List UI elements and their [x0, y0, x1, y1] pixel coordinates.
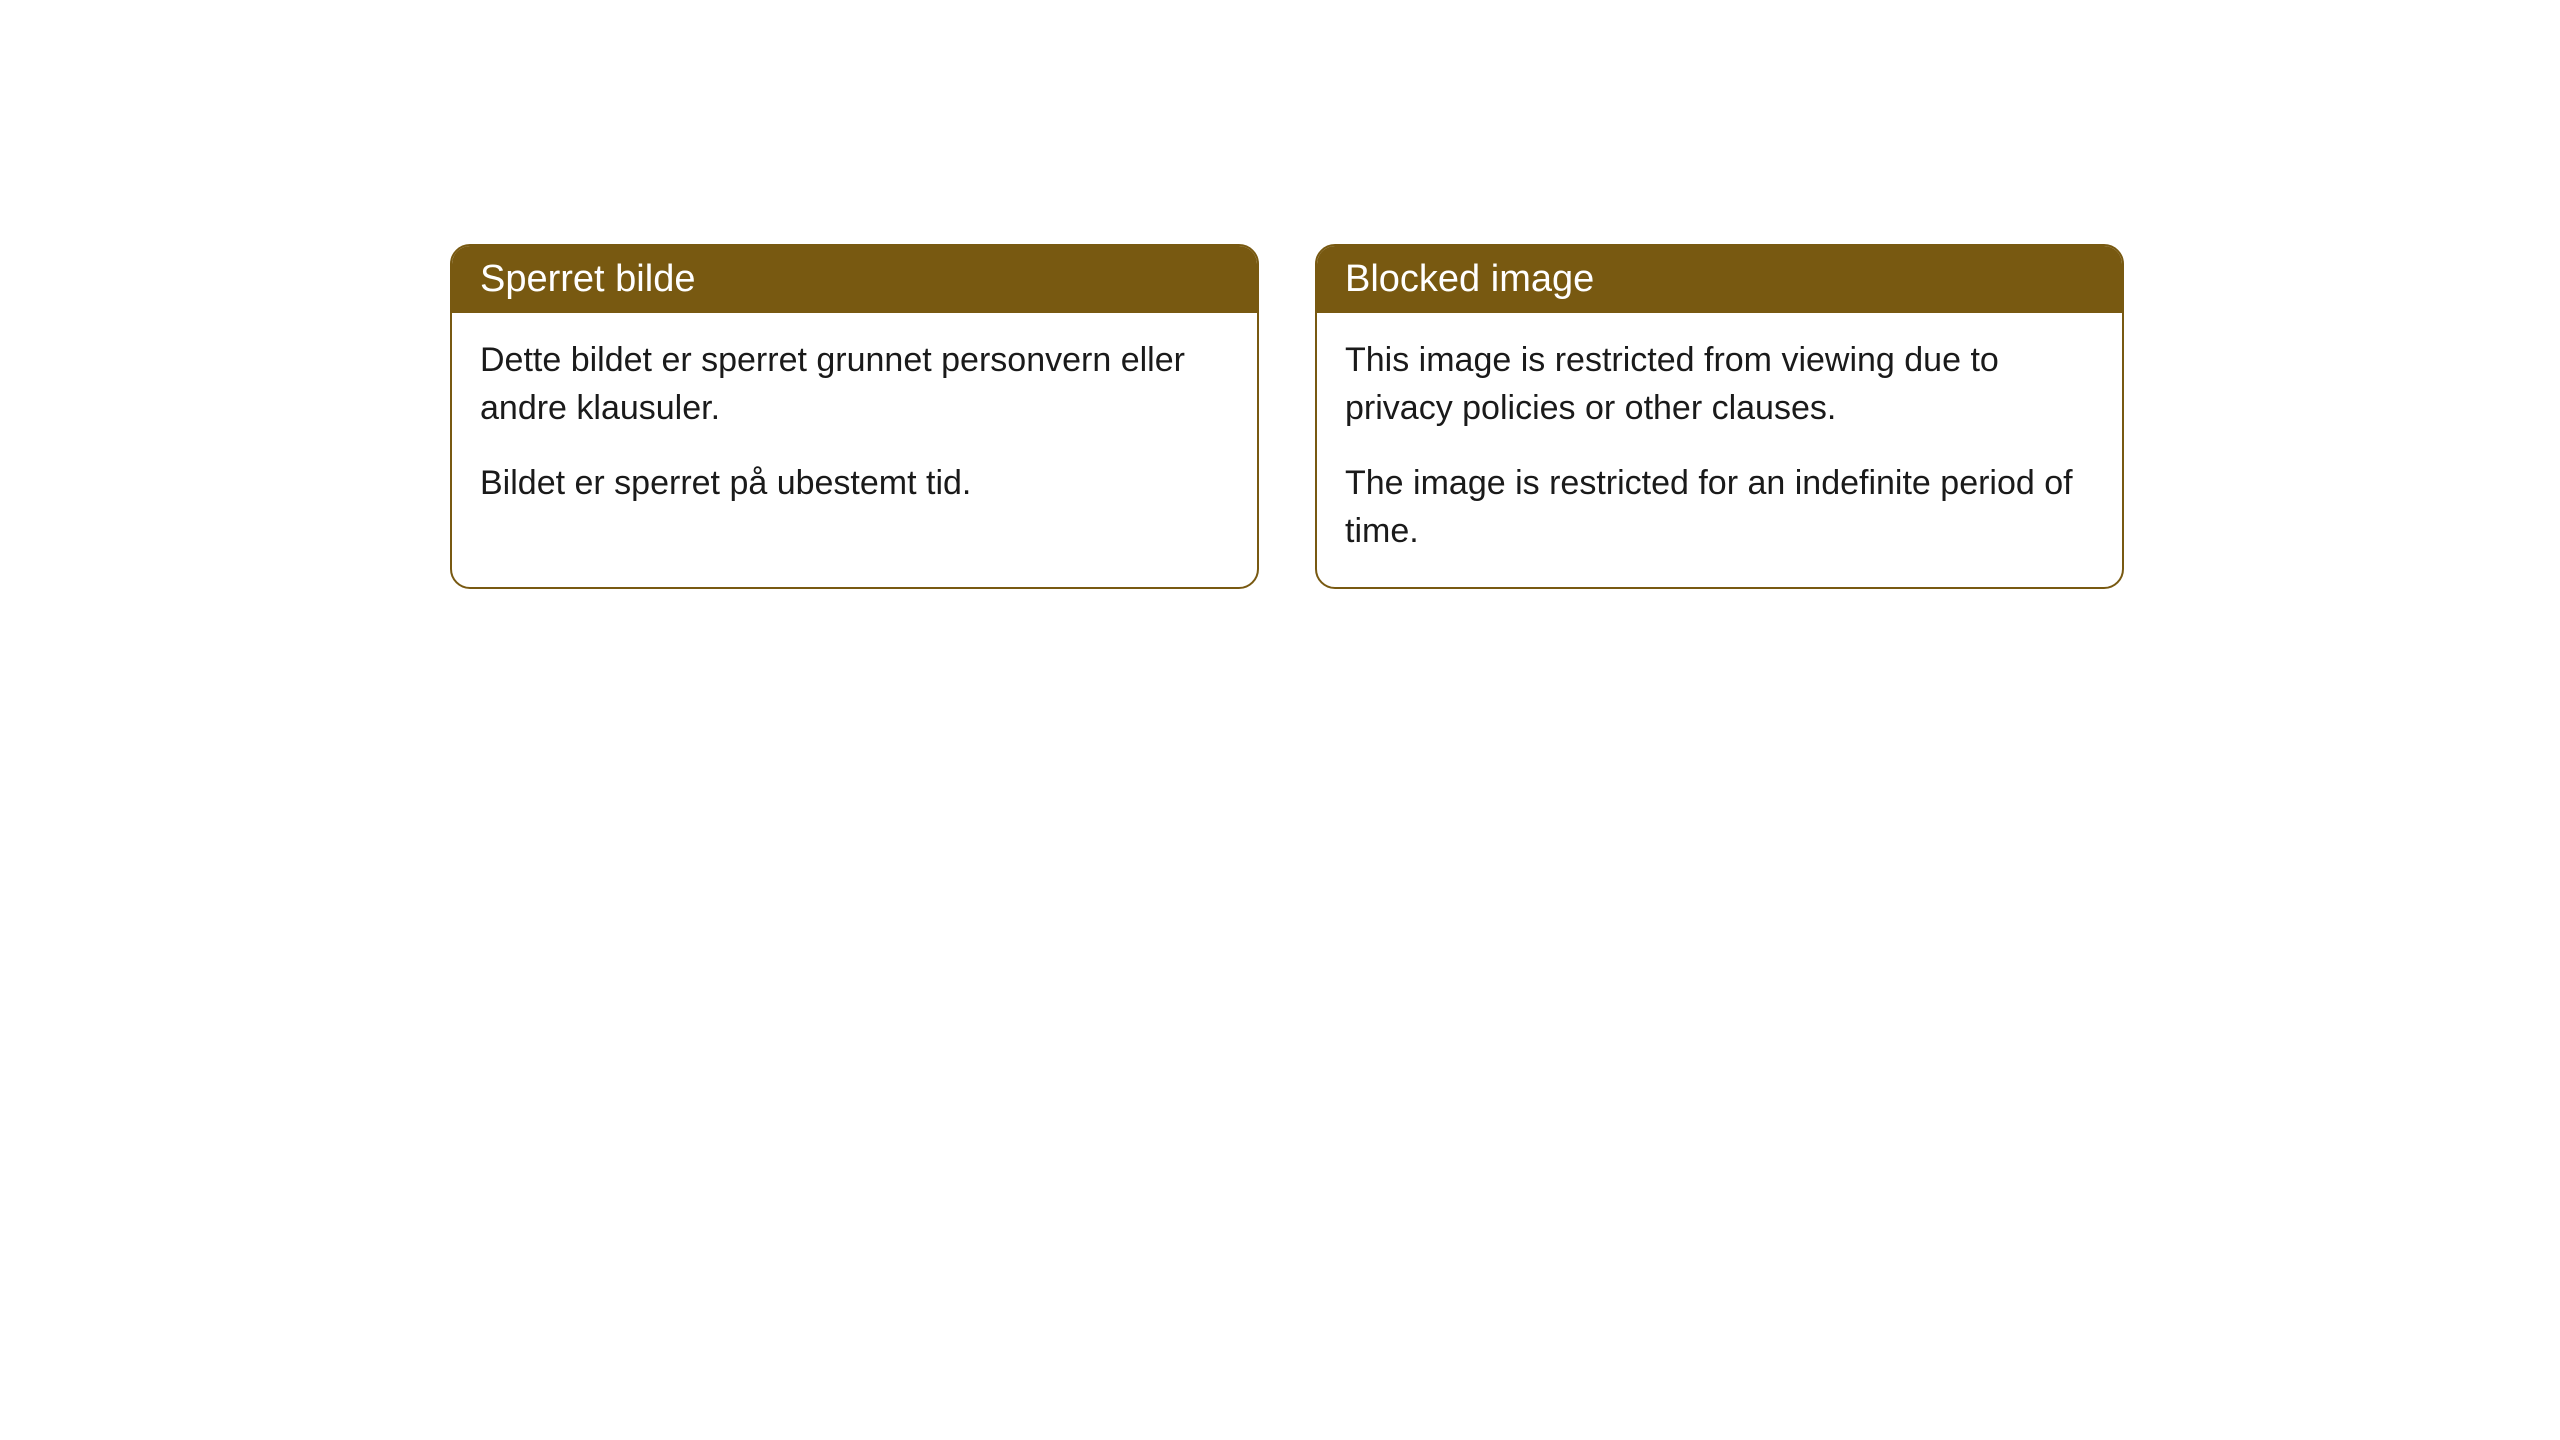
card-header-norwegian: Sperret bilde — [452, 246, 1257, 313]
card-title: Sperret bilde — [480, 258, 695, 300]
card-title: Blocked image — [1345, 258, 1594, 300]
card-paragraph: The image is restricted for an indefinit… — [1345, 460, 2094, 555]
card-paragraph: Dette bildet er sperret grunnet personve… — [480, 337, 1229, 432]
card-body-norwegian: Dette bildet er sperret grunnet personve… — [452, 313, 1257, 540]
card-paragraph: Bildet er sperret på ubestemt tid. — [480, 460, 1229, 508]
card-header-english: Blocked image — [1317, 246, 2122, 313]
notice-cards-container: Sperret bilde Dette bildet er sperret gr… — [450, 244, 2124, 589]
card-body-english: This image is restricted from viewing du… — [1317, 313, 2122, 587]
notice-card-norwegian: Sperret bilde Dette bildet er sperret gr… — [450, 244, 1259, 589]
notice-card-english: Blocked image This image is restricted f… — [1315, 244, 2124, 589]
card-paragraph: This image is restricted from viewing du… — [1345, 337, 2094, 432]
